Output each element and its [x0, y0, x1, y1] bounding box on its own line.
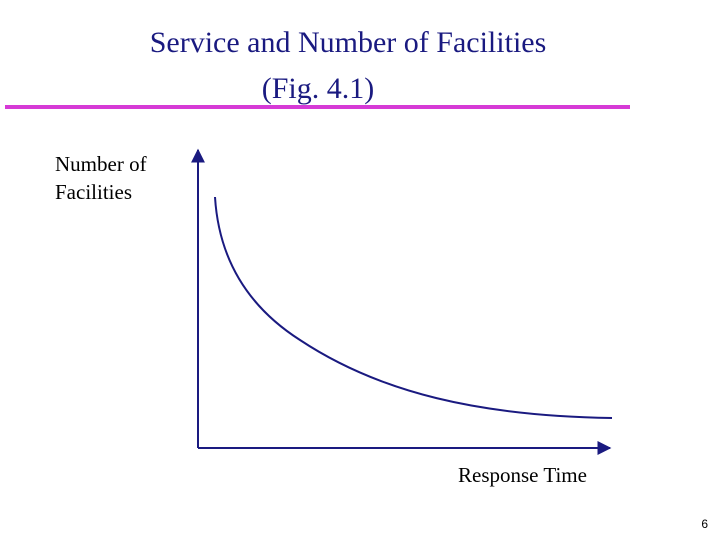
- page-number: 6: [701, 517, 708, 531]
- title-line: (Fig. 4.1): [262, 72, 375, 105]
- title-line: Service and Number of Facilities: [150, 26, 547, 59]
- curve: [214, 196, 613, 419]
- y-axis-label: Number of: [55, 152, 147, 176]
- y-axis-label: Facilities: [55, 180, 132, 204]
- x-axis-label: Response Time: [458, 463, 587, 487]
